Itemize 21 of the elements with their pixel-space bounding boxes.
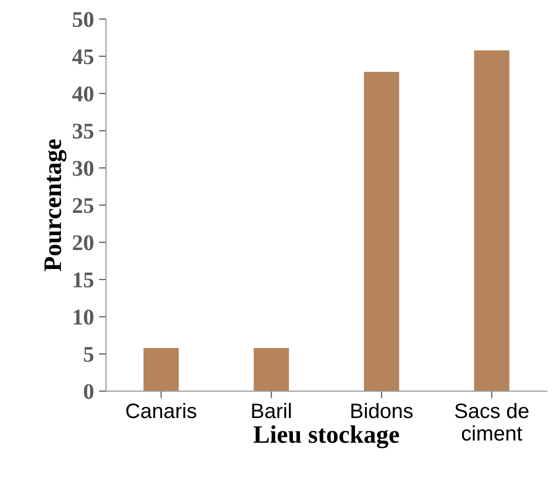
- x-axis-title: Lieu stockage: [254, 425, 400, 448]
- bar: [474, 50, 510, 392]
- bar: [254, 348, 289, 392]
- y-tick-label: 5: [84, 347, 94, 362]
- y-tick-label: 25: [72, 198, 94, 214]
- y-tick-label: 10: [74, 310, 94, 325]
- bar: [364, 72, 400, 392]
- x-tick-label: Bidons: [351, 402, 413, 418]
- bar: [143, 348, 179, 392]
- y-axis-title: Pourcentage: [44, 139, 66, 272]
- y-tick-label: 40: [72, 86, 94, 102]
- y-tick-label: 45: [72, 49, 94, 64]
- y-tick-label: 0: [84, 384, 94, 400]
- y-tick-label: 20: [72, 235, 94, 250]
- x-tick-label: Sacs de ciment: [455, 402, 528, 441]
- x-tick-label: Canaris: [126, 402, 196, 418]
- y-tick-label: 15: [74, 272, 94, 288]
- y-tick-label: 35: [72, 124, 94, 139]
- y-tick-label: 30: [72, 160, 94, 176]
- x-tick-label: Baril: [252, 402, 291, 418]
- y-tick-label: 50: [72, 12, 94, 28]
